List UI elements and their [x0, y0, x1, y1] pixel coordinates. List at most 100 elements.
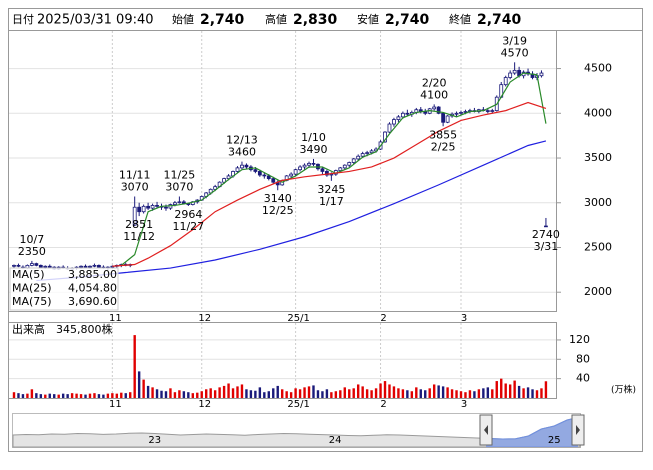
annotation-value: 3245 [317, 183, 345, 196]
candle-body [369, 150, 374, 154]
volume-bar [21, 394, 25, 398]
candle-body [351, 158, 356, 163]
header-label: 始値 [172, 12, 194, 26]
volume-bar [187, 392, 190, 398]
x-tick-label: 3 [461, 313, 467, 324]
volume-unit: (万株) [611, 384, 636, 396]
x-tick-label: 2 [380, 313, 386, 324]
volume-bar [325, 389, 329, 398]
volume-bar [307, 386, 311, 398]
volume-bar [316, 390, 320, 398]
volume-bar [535, 390, 539, 398]
header-label: 終値 [449, 12, 471, 26]
volume-bar [513, 380, 516, 398]
candle-body [257, 171, 262, 176]
volume-bar [298, 389, 302, 398]
volume-bar [303, 387, 306, 398]
volume-bar [84, 394, 87, 398]
volume-bar [508, 384, 512, 398]
candle-body [83, 265, 88, 268]
volume-bar [285, 391, 288, 398]
candle-body [365, 152, 370, 154]
candle-body [490, 110, 495, 112]
candle-body [155, 205, 159, 207]
candle-body [173, 202, 177, 205]
annotation-value: 2350 [18, 245, 46, 258]
candle-body [213, 186, 218, 190]
volume-bar [544, 381, 548, 398]
volume-bar [142, 379, 145, 398]
volume-bar [459, 391, 463, 398]
volume-bar [173, 392, 177, 398]
volume-bar [200, 391, 203, 398]
volume-bar [383, 381, 387, 398]
annotation-value: 3070 [165, 180, 193, 193]
candle-body [445, 115, 450, 123]
volume-bar [267, 391, 270, 398]
annotation-date: 11/25 [164, 168, 196, 181]
volume-bar [191, 393, 194, 398]
volume-bar [365, 389, 369, 398]
candle-body [293, 169, 298, 175]
volume-bar [61, 393, 65, 398]
candle-body [141, 205, 146, 213]
volume-bar [330, 392, 333, 398]
candle-body [311, 162, 316, 165]
annotation-date: 2/20 [422, 76, 447, 89]
header-label: 高値 [265, 12, 287, 26]
volume-bar [115, 393, 119, 398]
candle-body [289, 173, 294, 177]
volume-bar [120, 392, 123, 398]
x-tick-label: 12 [198, 399, 211, 410]
annotation-value: 4100 [420, 88, 448, 101]
navigator-label: 25 [548, 435, 561, 446]
x-tick-label: 12 [198, 313, 211, 324]
volume-bar [321, 391, 324, 398]
candle-body [441, 112, 446, 123]
annotation-date: 2/25 [431, 140, 456, 153]
annotation-date: 12/13 [226, 134, 258, 147]
candle-body [164, 206, 168, 209]
volume-bar [504, 383, 507, 398]
volume-bar [178, 390, 181, 398]
volume-bar [17, 393, 20, 398]
candle-body [146, 205, 151, 209]
candle-body [150, 205, 155, 209]
candle-body [454, 112, 459, 115]
ma-legend-value: 3,690.60 [68, 295, 117, 308]
volume-bar [245, 389, 248, 398]
volume-bar [491, 389, 494, 398]
candle-body [222, 178, 226, 183]
volume-bar [281, 389, 284, 398]
candle-body [137, 206, 142, 213]
volume-bar [111, 393, 114, 398]
candle-body [34, 263, 39, 266]
volume-bar [30, 389, 34, 398]
candle-body [320, 168, 325, 172]
volume-y-tick-label: 80 [576, 352, 590, 365]
volume-frame [8, 322, 557, 399]
annotation-date: 1/10 [301, 131, 326, 144]
volume-bar [294, 388, 297, 398]
volume-label: 345,800株 [56, 322, 113, 336]
volume-bar [455, 390, 458, 398]
candle-body [47, 265, 52, 268]
ma-legend-name: MA(75) [12, 295, 52, 308]
volume-bar [151, 387, 154, 398]
candle-body [405, 112, 410, 115]
candle-body [262, 174, 267, 177]
volume-bar [66, 394, 69, 398]
annotation-value: 2964 [174, 208, 202, 221]
ma-line [36, 140, 547, 282]
volume-bar [155, 389, 159, 398]
candle-body [302, 164, 307, 168]
volume-bar [218, 387, 221, 398]
candle-body [298, 166, 302, 171]
volume-bar [48, 393, 51, 398]
annotation-date: 12/25 [262, 204, 294, 217]
navigator-selected-area [486, 416, 578, 447]
volume-bar [312, 385, 315, 398]
navigator-label: 23 [148, 435, 161, 446]
volume-bar [526, 387, 530, 398]
volume-bar [500, 378, 503, 398]
